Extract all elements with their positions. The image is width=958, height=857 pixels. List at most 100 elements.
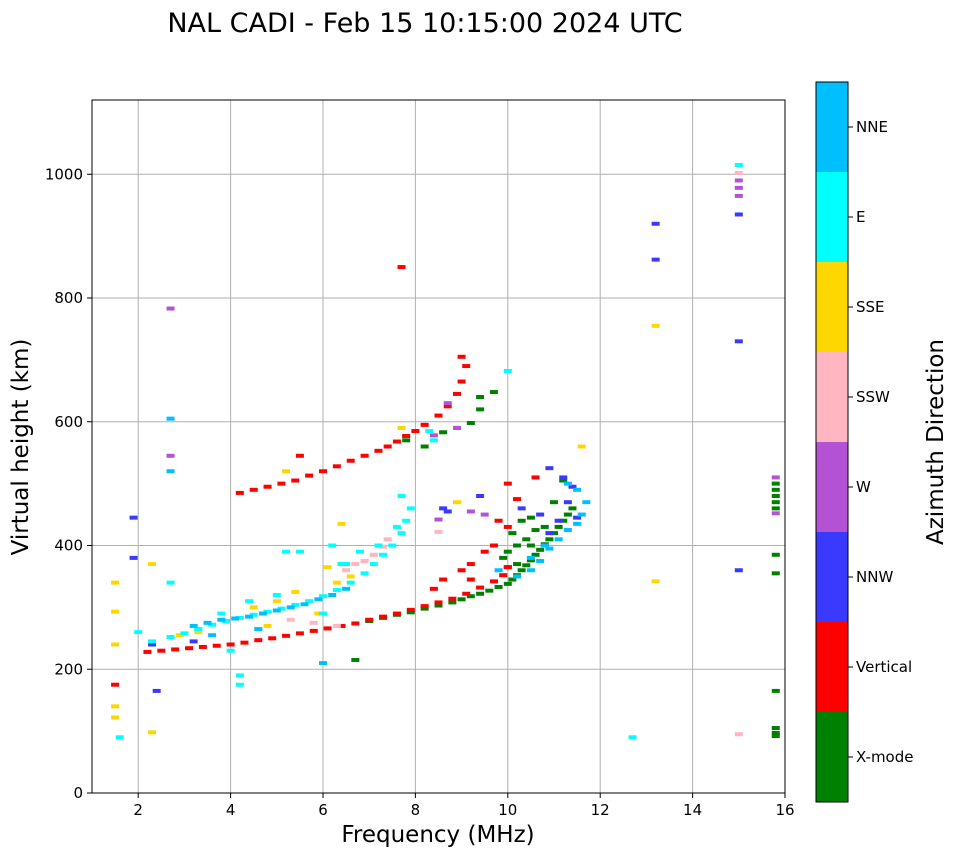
data-point xyxy=(295,453,304,458)
data-point xyxy=(573,487,582,492)
axis-ticks: 2 4 6 8 10 12 14 16 0 200 400 600 800 1000 xyxy=(45,165,795,819)
data-point xyxy=(148,642,157,647)
data-point xyxy=(319,594,327,599)
data-point xyxy=(771,494,780,498)
data-point xyxy=(189,639,198,644)
data-point xyxy=(166,469,175,474)
data-point xyxy=(402,438,411,443)
plot-area xyxy=(92,100,785,793)
x-tick-label: 6 xyxy=(318,801,328,819)
data-point xyxy=(503,524,512,529)
y-tick-label: 600 xyxy=(54,413,83,431)
data-point xyxy=(628,735,637,740)
data-point xyxy=(351,621,360,626)
data-point xyxy=(457,568,466,573)
data-point xyxy=(476,591,485,596)
data-point xyxy=(351,562,360,567)
data-point xyxy=(563,528,572,533)
data-point xyxy=(129,555,138,560)
data-point xyxy=(406,607,415,612)
data-point xyxy=(111,642,120,647)
data-point xyxy=(503,581,512,586)
data-point xyxy=(286,605,295,610)
data-point xyxy=(337,521,346,526)
colorbar-tick-label: W xyxy=(856,478,871,496)
data-point xyxy=(513,574,522,579)
data-point xyxy=(554,518,563,523)
data-point xyxy=(115,735,124,740)
y-tick-label: 800 xyxy=(54,289,83,307)
data-point xyxy=(374,543,383,548)
data-point xyxy=(485,588,494,593)
data-point xyxy=(258,611,267,616)
data-point xyxy=(434,413,443,418)
data-point xyxy=(513,543,522,548)
data-point xyxy=(208,622,217,627)
data-point xyxy=(480,549,489,554)
data-point xyxy=(397,494,406,498)
data-point xyxy=(734,162,743,167)
data-point xyxy=(337,562,346,567)
data-point xyxy=(383,444,392,449)
x-tick-label: 4 xyxy=(226,801,236,819)
data-point xyxy=(323,626,332,631)
data-point xyxy=(480,512,489,517)
x-tick-label: 14 xyxy=(683,801,702,819)
data-point xyxy=(111,580,120,585)
data-point xyxy=(235,615,244,620)
data-point xyxy=(254,627,263,632)
data-point xyxy=(452,425,461,430)
colorbar: X-mode Vertical NNW W SSW SSE E NNE xyxy=(815,81,913,803)
data-point xyxy=(360,453,369,458)
data-point xyxy=(554,524,563,529)
colorbar-segment xyxy=(816,262,848,352)
data-point xyxy=(536,512,545,517)
data-point xyxy=(499,573,508,578)
data-point xyxy=(166,453,175,458)
data-point xyxy=(397,265,406,270)
data-point xyxy=(573,515,582,520)
colorbar-tick-label: Vertical xyxy=(856,658,912,676)
data-point xyxy=(771,734,780,739)
data-point xyxy=(434,603,443,608)
data-point xyxy=(337,623,346,628)
data-point xyxy=(254,638,263,643)
data-point xyxy=(328,543,337,548)
data-point xyxy=(129,515,138,520)
data-point xyxy=(194,627,203,632)
colorbar-segment xyxy=(816,622,848,712)
data-point xyxy=(240,640,249,645)
data-point xyxy=(406,610,415,615)
data-point xyxy=(466,562,475,567)
data-point xyxy=(434,529,443,534)
colorbar-frame xyxy=(815,81,849,803)
data-point xyxy=(771,726,780,731)
data-point xyxy=(526,543,535,548)
data-point xyxy=(513,562,522,567)
data-point xyxy=(771,730,780,735)
data-point xyxy=(383,537,392,542)
data-point xyxy=(282,469,291,474)
data-point xyxy=(291,478,300,483)
data-point xyxy=(439,577,448,582)
data-point xyxy=(494,584,503,589)
data-point xyxy=(771,552,780,557)
data-point xyxy=(342,562,351,567)
data-point xyxy=(406,506,415,511)
data-point xyxy=(568,484,577,489)
data-point xyxy=(554,537,563,542)
data-point xyxy=(499,555,508,560)
data-point xyxy=(457,354,466,359)
data-point xyxy=(651,221,660,226)
data-point xyxy=(369,552,378,557)
y-tick-label: 0 xyxy=(73,784,83,802)
data-point xyxy=(429,433,438,438)
data-point xyxy=(180,631,189,636)
data-point xyxy=(402,518,411,523)
data-point xyxy=(249,612,258,617)
data-point xyxy=(198,644,207,649)
data-point xyxy=(379,552,388,557)
x-tick-label: 10 xyxy=(498,801,517,819)
data-point xyxy=(771,571,780,576)
data-point xyxy=(466,420,475,425)
